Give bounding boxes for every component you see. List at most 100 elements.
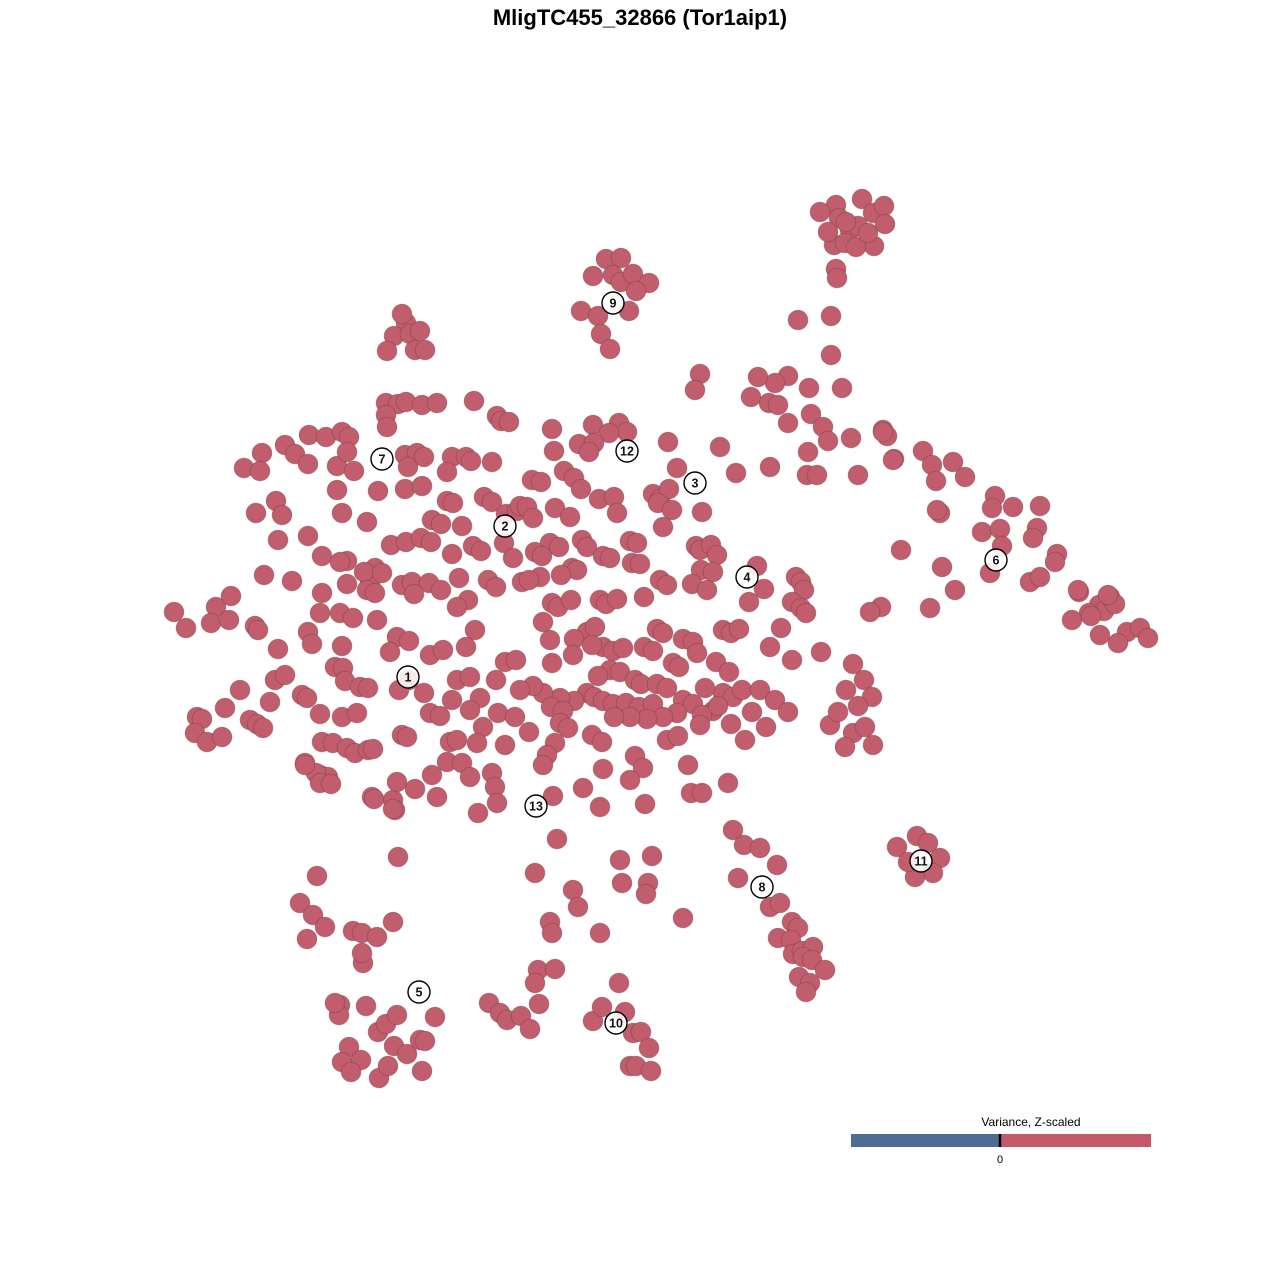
data-point	[806, 464, 828, 486]
data-point	[509, 679, 531, 701]
legend-bar-positive	[1000, 1134, 1151, 1147]
data-point	[599, 547, 621, 569]
data-point	[311, 545, 333, 567]
data-point	[411, 475, 433, 497]
data-point	[355, 995, 377, 1017]
legend: Variance, Z-scaled 0	[851, 1115, 1151, 1166]
data-point	[486, 792, 508, 814]
data-point	[820, 344, 842, 366]
data-point	[845, 236, 867, 258]
data-point	[853, 669, 875, 691]
data-point	[386, 771, 408, 793]
data-point	[738, 591, 760, 613]
data-point	[857, 222, 879, 244]
data-point	[767, 394, 789, 416]
data-point	[1137, 627, 1159, 649]
data-point	[717, 772, 739, 794]
data-point	[874, 213, 896, 235]
data-point	[175, 617, 197, 639]
data-point	[442, 492, 464, 514]
data-point	[706, 544, 728, 566]
data-point	[267, 638, 289, 660]
data-point	[777, 412, 799, 434]
data-point	[311, 582, 333, 604]
cluster-label-1: 1	[396, 665, 420, 689]
data-point	[657, 431, 679, 453]
data-point	[764, 689, 786, 711]
data-point	[271, 504, 293, 526]
data-point	[430, 513, 452, 535]
cluster-label-circle	[615, 439, 639, 463]
data-point	[854, 716, 876, 738]
data-point	[797, 441, 819, 463]
cluster-label-2: 2	[493, 514, 517, 538]
data-point	[610, 247, 632, 269]
data-point	[267, 529, 289, 551]
cluster-label-text: 13	[529, 800, 543, 814]
data-point	[1061, 609, 1083, 631]
data-point	[587, 665, 609, 687]
data-point	[667, 725, 689, 747]
data-point	[989, 518, 1011, 540]
data-point	[542, 785, 564, 807]
data-point	[366, 609, 388, 631]
data-point	[684, 379, 706, 401]
data-point	[320, 773, 342, 795]
data-point	[214, 697, 236, 719]
data-point	[274, 664, 296, 686]
data-point	[591, 731, 613, 753]
data-point	[467, 802, 489, 824]
data-point	[297, 525, 319, 547]
data-point	[633, 586, 655, 608]
data-point	[414, 1030, 436, 1052]
data-point	[252, 717, 274, 739]
data-point	[229, 679, 251, 701]
data-point	[301, 633, 323, 655]
data-point	[835, 679, 857, 701]
data-point	[436, 461, 458, 483]
data-point	[981, 497, 1003, 519]
data-point	[944, 579, 966, 601]
data-point	[781, 649, 803, 671]
legend-tick-label: 0	[997, 1154, 1003, 1166]
data-point	[463, 390, 485, 412]
data-point	[658, 478, 680, 500]
data-point	[810, 641, 832, 663]
data-point	[306, 865, 328, 887]
cluster-label-circle	[407, 980, 431, 1004]
data-point	[430, 579, 452, 601]
cluster-label-circle	[524, 794, 548, 818]
data-point	[886, 836, 908, 858]
data-point	[314, 916, 336, 938]
legend-bar-negative	[851, 1134, 1000, 1147]
data-point	[851, 188, 873, 210]
data-point	[640, 1060, 662, 1082]
data-point	[694, 677, 716, 699]
cluster-label-10: 10	[604, 1011, 628, 1035]
data-point	[919, 597, 941, 619]
data-point	[367, 480, 389, 502]
data-point	[691, 782, 713, 804]
data-point	[494, 734, 516, 756]
data-point	[725, 462, 747, 484]
data-point	[625, 280, 647, 302]
data-point	[281, 570, 303, 592]
data-point	[925, 470, 947, 492]
data-point	[336, 441, 358, 463]
data-point	[376, 340, 398, 362]
data-point	[740, 386, 762, 408]
data-point	[777, 701, 799, 723]
data-point	[820, 305, 842, 327]
data-point	[749, 679, 771, 701]
data-point	[971, 521, 993, 543]
data-point	[872, 421, 894, 443]
data-point	[652, 516, 674, 538]
data-point	[446, 596, 468, 618]
data-point	[504, 706, 526, 728]
data-point	[882, 449, 904, 471]
data-point	[718, 661, 740, 683]
chart-title: MligTC455_32866 (Tor1aip1)	[492, 5, 788, 30]
data-point	[336, 573, 358, 595]
data-point	[827, 701, 849, 723]
data-point	[518, 569, 540, 591]
